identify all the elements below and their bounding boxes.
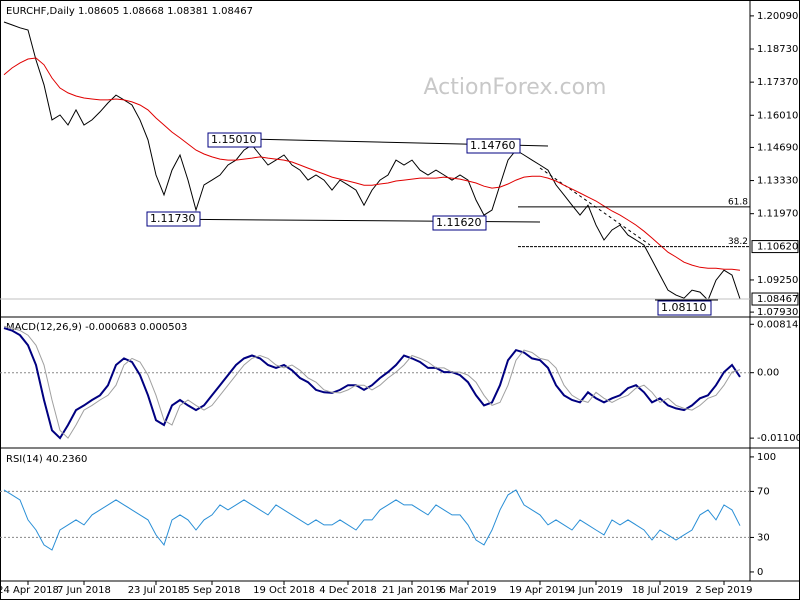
x-tick-label: 23 Jul 2018 xyxy=(128,585,185,596)
annotation: 1.14760 xyxy=(470,139,516,152)
annotation-box xyxy=(432,215,487,231)
y-tick-label: 1.11970 xyxy=(757,209,798,220)
x-tick-label: 2 Sep 2019 xyxy=(695,585,752,596)
series-line xyxy=(3,21,741,302)
y-tick-label: 1.14690 xyxy=(757,142,798,153)
x-tick-label: 6 Mar 2019 xyxy=(439,585,496,596)
y-tick-label: 1.07930 xyxy=(757,307,798,318)
last-price-label: 1.08467 xyxy=(757,294,798,305)
y-tick-label: 0.008143 xyxy=(757,319,800,330)
x-tick-label: 5 Sep 2018 xyxy=(183,585,240,596)
panel-title: MACD(12,26,9) -0.000683 0.000503 xyxy=(6,322,187,333)
last-price-box xyxy=(751,292,799,306)
x-tick-label: 21 Jan 2019 xyxy=(382,585,442,596)
x-tick-label: 19 Apr 2019 xyxy=(509,585,571,596)
fib-label: 61.8 xyxy=(728,197,748,207)
series-line xyxy=(3,325,741,439)
fib-label: 38.2 xyxy=(728,237,748,247)
panel-title: RSI(14) 40.2360 xyxy=(6,454,87,465)
y-tick-label: 0 xyxy=(757,567,763,578)
level-price-label: 1.10620 xyxy=(757,242,798,253)
y-tick-label: -0.011007 xyxy=(757,433,800,444)
series-line xyxy=(3,327,741,440)
y-tick-label: 0.00 xyxy=(757,368,779,379)
y-tick-label: 1.20090 xyxy=(757,11,798,22)
annotation: 1.11620 xyxy=(436,216,482,229)
x-tick-label: 18 Jul 2019 xyxy=(632,585,689,596)
y-tick-label: 1.17370 xyxy=(757,77,798,88)
x-tick-label: 19 Oct 2018 xyxy=(253,585,315,596)
series-line xyxy=(3,57,741,271)
y-tick-label: 30 xyxy=(757,532,770,543)
y-tick-label: 70 xyxy=(757,486,770,497)
x-tick-label: 7 Jun 2018 xyxy=(57,585,111,596)
y-tick-label: 1.18730 xyxy=(757,44,798,55)
watermark: ActionForex.com xyxy=(424,75,607,100)
annotation: 1.15010 xyxy=(211,133,257,146)
y-tick-label: 1.09250 xyxy=(757,275,798,286)
y-tick-label: 1.13330 xyxy=(757,176,798,187)
x-tick-label: 24 Apr 2018 xyxy=(0,585,59,596)
panel-title: EURCHF,Daily 1.08605 1.08668 1.08381 1.0… xyxy=(6,6,253,17)
x-tick-label: 4 Jun 2019 xyxy=(569,585,623,596)
series-line xyxy=(3,489,741,551)
y-tick-label: 1.16010 xyxy=(757,110,798,121)
annotation: 1.11730 xyxy=(150,212,196,225)
annotation-box xyxy=(146,211,201,227)
annotation-box xyxy=(207,132,262,148)
annotation-box xyxy=(657,300,712,316)
y-tick-label: 100 xyxy=(757,452,776,463)
x-tick-label: 4 Dec 2018 xyxy=(319,585,377,596)
level-price-box xyxy=(751,240,799,254)
annotation-box xyxy=(466,138,521,154)
annotation: 1.08110 xyxy=(661,301,707,314)
